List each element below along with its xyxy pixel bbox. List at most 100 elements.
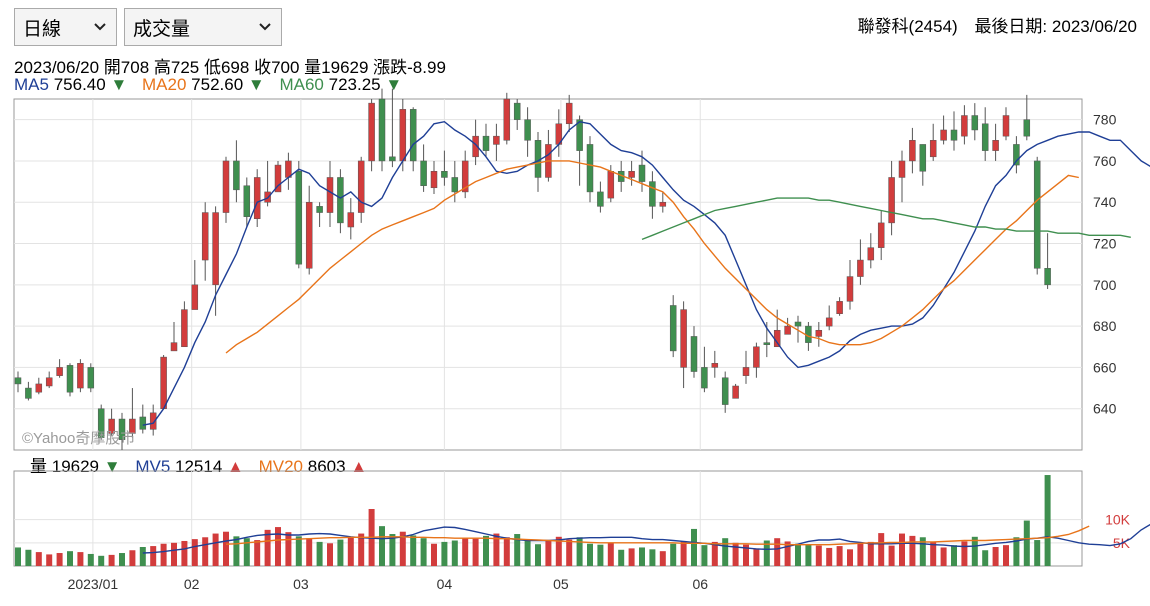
candle-body [66, 365, 74, 393]
candle-body [97, 408, 105, 438]
candle-body [399, 109, 407, 162]
candle-body [701, 367, 708, 389]
candle-body [233, 160, 240, 191]
candle-body [170, 342, 178, 352]
volume-bar [888, 545, 895, 566]
ma60-value: 723.25 [328, 75, 381, 94]
candle-body [139, 416, 147, 430]
candle-body [919, 144, 927, 172]
volume-bar [264, 529, 271, 566]
volume-bar [722, 538, 729, 566]
price-panel-frame [13, 98, 1083, 451]
price-tick-label: 760 [1093, 153, 1117, 169]
volume-bar [358, 533, 365, 566]
volume-bar [784, 541, 791, 566]
price-tick-label: 780 [1093, 112, 1117, 128]
volume-bar [181, 540, 188, 566]
volume-bar [607, 542, 614, 566]
candle-body [877, 222, 885, 248]
candle-body [1013, 144, 1020, 166]
volume-bar [441, 541, 448, 566]
candle-body [149, 412, 157, 430]
volume-bar [961, 541, 968, 566]
candle-body [129, 418, 136, 434]
volume-bar [129, 550, 136, 566]
volume-bar [545, 540, 552, 566]
volume-bar [25, 549, 32, 566]
volume-bar [233, 536, 240, 566]
candle-body [628, 171, 635, 178]
candle-body [295, 171, 303, 265]
volume-bar [462, 537, 469, 566]
candle-body [1023, 119, 1031, 137]
candle-body [576, 119, 583, 151]
volume-bar [535, 544, 541, 566]
candle-body [649, 181, 656, 207]
ma60-arrow: ▼ [385, 75, 403, 94]
candle-body [160, 356, 167, 409]
volume-bar [971, 536, 978, 566]
ma5-value: 756.40 [53, 75, 106, 94]
volume-bar [191, 539, 198, 566]
chevron-down-icon [259, 23, 271, 31]
period-select[interactable]: 日線 [14, 8, 117, 46]
price-tick-label: 640 [1093, 401, 1117, 417]
candle-body [243, 185, 251, 217]
price-tick-label: 680 [1093, 318, 1117, 334]
volume-bar [306, 538, 313, 566]
volume-bar [67, 551, 73, 566]
candle-body [513, 102, 521, 120]
volume-bar [316, 541, 323, 566]
candle-body [87, 367, 95, 389]
volume-bar [171, 542, 177, 566]
candle-body [337, 177, 344, 224]
candle-body [1044, 268, 1051, 286]
candle-body [1002, 115, 1010, 137]
stock-header: 聯發科(2454) 最後日期: 2023/06/20 [858, 12, 1137, 37]
candle-body [607, 171, 615, 199]
mv5-line [142, 523, 1150, 554]
x-tick-label: 04 [437, 576, 453, 592]
candle-body [181, 309, 188, 348]
volume-bar [940, 547, 947, 566]
stock-name: 聯發科(2454) [857, 17, 958, 36]
candle-body [815, 329, 823, 337]
candle-body [742, 367, 750, 376]
ma20-label: MA20 [142, 75, 187, 94]
volume-bar [691, 528, 697, 566]
candle-body [108, 418, 115, 434]
candle-body [753, 346, 760, 368]
candle-body [35, 383, 43, 393]
candle-body [763, 342, 771, 345]
x-tick-label: 05 [553, 576, 569, 592]
candle-body [461, 160, 469, 193]
volume-bar [139, 547, 146, 566]
volume-bar [639, 547, 645, 566]
volume-bar [1044, 475, 1051, 566]
volume-bar [295, 536, 302, 566]
volume-bar [212, 533, 219, 566]
candle-body [357, 160, 365, 213]
candle-body [888, 177, 895, 224]
candle-body [940, 129, 947, 141]
volume-bar [202, 537, 209, 566]
ohlc-summary: 2023/06/20 開708 高725 低698 收700 量19629 漲跌… [14, 58, 446, 77]
volume-tick-label: 10K [1105, 512, 1131, 528]
candle-body [441, 171, 448, 178]
candle-body [825, 317, 833, 327]
volume-bar [399, 531, 406, 566]
candle-body [867, 247, 875, 261]
volume-bar [275, 527, 281, 566]
watermark: ©Yahoo奇摩股市 [22, 429, 135, 447]
candle-body [659, 201, 667, 207]
volume-bar [431, 543, 437, 566]
indicator-select[interactable]: 成交量 [124, 8, 282, 46]
volume-bar [951, 545, 957, 566]
candle-body [836, 301, 843, 314]
indicator-select-value: 成交量 [133, 18, 191, 40]
volume-bar [56, 553, 63, 566]
volume-bar [659, 551, 666, 566]
volume-bar [327, 543, 333, 566]
last-date: 2023/06/20 [1051, 17, 1137, 36]
